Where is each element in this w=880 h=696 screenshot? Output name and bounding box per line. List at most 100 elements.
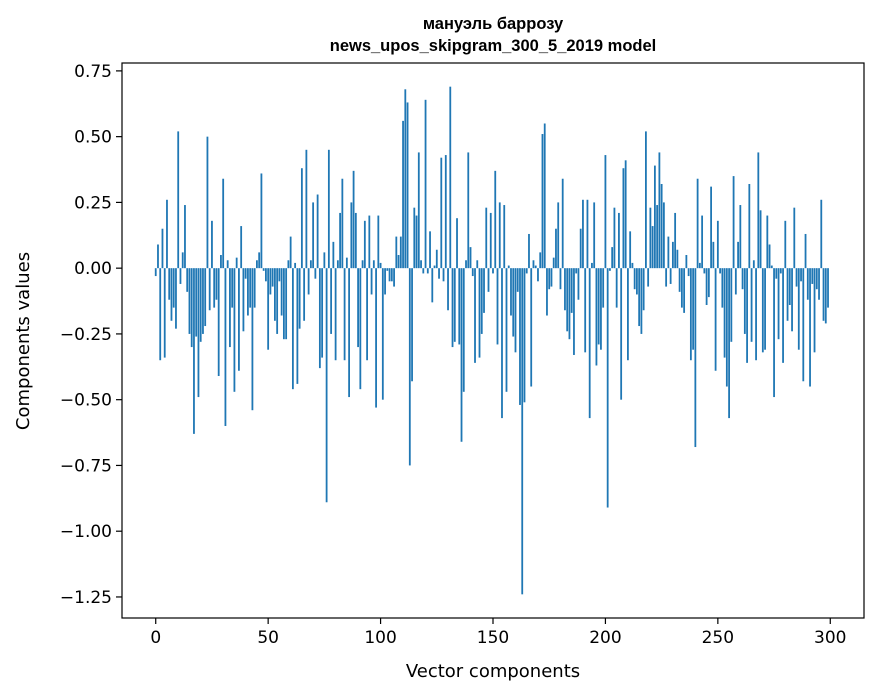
bar-121: [426, 268, 429, 274]
bar-193: [588, 268, 591, 419]
bar-168: [532, 260, 535, 269]
bar-153: [498, 202, 501, 269]
bar-156: [505, 268, 508, 392]
bar-41: [247, 268, 249, 316]
bar-177: [552, 257, 555, 269]
bar-54: [276, 268, 279, 334]
bar-68: [307, 268, 310, 295]
bar-220: [649, 207, 652, 269]
bar-299: [827, 268, 829, 308]
bar-194: [591, 262, 593, 269]
bar-180: [559, 268, 562, 290]
bar-229: [669, 268, 672, 284]
bar-38: [240, 226, 243, 269]
bar-171: [539, 252, 542, 269]
bar-221: [651, 226, 654, 269]
bar-162: [519, 268, 521, 405]
bar-116: [415, 215, 418, 269]
bar-285: [795, 268, 798, 287]
bar-259: [737, 241, 739, 269]
bar-287: [800, 268, 802, 282]
bar-97: [372, 260, 375, 269]
bar-246: [707, 268, 710, 298]
bar-69: [309, 260, 312, 269]
bar-189: [579, 228, 582, 269]
bar-146: [483, 268, 485, 313]
bar-166: [528, 233, 530, 269]
bar-296: [820, 199, 823, 269]
bar-47: [260, 173, 263, 269]
bar-76: [325, 268, 328, 503]
y-tick-label: −1.25: [60, 588, 112, 608]
bar-119: [422, 268, 425, 274]
bar-211: [629, 231, 632, 269]
bar-84: [343, 268, 346, 361]
bar-90: [357, 268, 359, 348]
bar-24: [208, 268, 211, 311]
bar-154: [501, 268, 503, 419]
bar-236: [685, 255, 688, 269]
bar-132: [451, 268, 454, 348]
bar-290: [806, 268, 809, 300]
bar-281: [786, 268, 789, 321]
bar-207: [620, 268, 623, 400]
bar-16: [190, 268, 193, 348]
chart-title-line1: мануэль баррозу: [423, 15, 564, 33]
bar-187: [575, 268, 578, 274]
y-axis-label: Components values: [13, 252, 34, 430]
bar-268: [757, 152, 760, 269]
bar-161: [516, 268, 519, 292]
bar-262: [743, 268, 746, 334]
bar-110: [402, 120, 404, 269]
bar-57: [282, 268, 285, 340]
bar-135: [458, 268, 461, 345]
bar-222: [653, 165, 656, 269]
bar-185: [570, 268, 573, 313]
bar-61: [291, 268, 294, 390]
bar-216: [640, 268, 643, 334]
bar-79: [332, 241, 335, 269]
bar-150: [492, 268, 494, 274]
bar-87: [350, 202, 353, 269]
bar-198: [600, 268, 602, 350]
bar-80: [334, 268, 337, 361]
bar-39: [242, 268, 245, 332]
bar-205: [615, 268, 618, 308]
bar-5: [166, 199, 168, 269]
bar-192: [586, 199, 589, 269]
bar-239: [692, 268, 695, 350]
bar-148: [487, 268, 490, 292]
bar-215: [638, 268, 641, 327]
bar-170: [537, 268, 539, 282]
bar-224: [658, 152, 661, 269]
bar-82: [339, 212, 341, 269]
bar-56: [280, 268, 283, 316]
bar-112: [406, 102, 409, 269]
bar-265: [750, 268, 753, 342]
bar-23: [206, 136, 209, 269]
bar-155: [503, 205, 506, 269]
bar-269: [759, 210, 762, 269]
bar-288: [802, 268, 805, 382]
bar-29: [220, 255, 222, 269]
bar-270: [761, 268, 764, 353]
bar-196: [595, 268, 598, 366]
bar-228: [667, 236, 670, 269]
bar-78: [330, 268, 333, 334]
bar-191: [584, 268, 587, 353]
bar-230: [671, 241, 674, 269]
bar-0: [154, 268, 157, 277]
bar-98: [375, 268, 377, 408]
bar-65: [300, 168, 303, 269]
bar-66: [303, 268, 306, 321]
bar-136: [460, 268, 463, 442]
bar-267: [755, 268, 757, 361]
bar-195: [593, 202, 596, 269]
bar-128: [442, 268, 445, 282]
bar-294: [815, 268, 818, 290]
bar-139: [467, 152, 470, 269]
bar-46: [258, 252, 261, 269]
bar-140: [469, 247, 472, 269]
bar-282: [788, 268, 791, 305]
y-tick-label: 0.50: [74, 128, 112, 148]
